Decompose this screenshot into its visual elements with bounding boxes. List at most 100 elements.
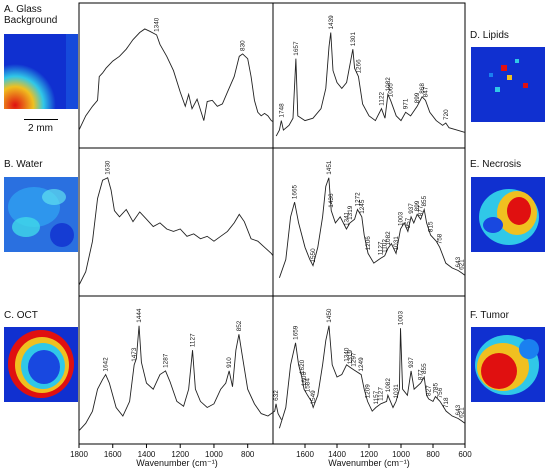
peak-label-a-right-1748: 1748	[278, 103, 285, 118]
peak-label-c-left-1642: 1642	[103, 357, 110, 372]
peak-label-c-left-852: 852	[236, 320, 243, 331]
glass-background-map	[4, 34, 78, 109]
peak-label-c-left-910: 910	[226, 357, 233, 368]
peak-label-c-right-1584: 1584	[305, 378, 312, 393]
peak-label-c-right-1209: 1209	[365, 384, 372, 399]
x-tick-label-left-1600: 1600	[104, 450, 122, 459]
peak-label-b-right-1206: 1206	[365, 236, 372, 251]
peak-label-b-right-643: 643	[455, 256, 462, 267]
spectrum-b-left	[78, 177, 274, 286]
peak-label-b-right-1550: 1550	[310, 248, 317, 263]
panel-e-title: E. Necrosis	[470, 159, 522, 170]
peak-label-b-right-1102: 1102	[382, 239, 389, 253]
peak-label-c-right-718: 718	[443, 397, 450, 408]
peak-label-c-right-855: 855	[421, 363, 428, 374]
peak-label-c-right-1127: 1127	[378, 387, 385, 401]
peak-label-b-right-957: 957	[405, 217, 412, 228]
peak-label-c-right-1031: 1031	[393, 384, 400, 399]
frame-b-right	[272, 147, 466, 297]
peak-label-a-right-1657: 1657	[293, 41, 300, 56]
peak-label-c-left-1287: 1287	[163, 353, 170, 368]
peak-label-b-right-621: 621	[459, 259, 466, 270]
peak-label-c-right-1249: 1249	[358, 357, 365, 372]
peak-label-a-right-1439: 1439	[328, 15, 335, 30]
oct-map	[4, 327, 78, 402]
tumor-map	[471, 327, 545, 402]
panel-c-title: C. OCT	[4, 310, 38, 321]
x-tick-label-left-800: 800	[241, 450, 255, 459]
panel-d-title: D. Lipids	[470, 30, 509, 41]
panel-f-title: F. Tumor	[470, 310, 509, 321]
peak-label-c-right-1319: 1319	[347, 350, 354, 365]
peak-label-c-right-785: 785	[432, 382, 439, 393]
x-tick-label-left-1400: 1400	[138, 450, 156, 459]
peak-label-c-right-1340: 1340	[344, 347, 351, 362]
peak-label-c-left-632: 632	[273, 390, 280, 401]
peak-label-b-right-937: 937	[408, 203, 415, 214]
x-tick-label-left-1000: 1000	[205, 450, 223, 459]
peak-label-c-right-621: 621	[459, 407, 466, 418]
panel-a-title: A. Glass Background	[4, 4, 57, 26]
peak-label-b-right-1082: 1082	[385, 231, 392, 246]
peak-label-c-right-1157: 1157	[373, 390, 380, 404]
spectrum-a-left	[78, 28, 274, 131]
peak-label-c-right-1450: 1450	[326, 308, 333, 323]
peak-label-b-left-1630: 1630	[105, 160, 112, 175]
x-tick-label-left-1800: 1800	[70, 450, 88, 459]
x-tick-label-right-1200: 1200	[360, 450, 378, 459]
peak-label-c-right-756: 756	[437, 387, 444, 398]
lipids-map	[471, 47, 545, 122]
peak-label-c-right-1082: 1082	[385, 378, 392, 393]
necrosis-map	[471, 177, 545, 252]
spectrum-c-left	[78, 325, 282, 431]
frame-a-right	[272, 2, 466, 149]
scale-bar-line	[24, 119, 58, 120]
peak-label-a-right-1266: 1266	[355, 59, 362, 74]
peak-label-c-left-1444: 1444	[136, 308, 143, 323]
peak-label-c-right-643: 643	[455, 404, 462, 415]
peak-label-a-right-847: 847	[422, 86, 429, 97]
peak-label-b-right-1003: 1003	[398, 211, 405, 226]
x-tick-label-right-1600: 1600	[296, 450, 314, 459]
peak-label-b-right-1436: 1436	[328, 193, 335, 208]
panel-a-title-line2: Background	[4, 15, 58, 26]
peak-label-a-right-720: 720	[443, 109, 450, 120]
peak-label-c-right-1659: 1659	[293, 325, 300, 340]
peak-label-c-right-1003: 1003	[398, 311, 405, 326]
peak-label-c-left-1127: 1127	[190, 333, 197, 347]
scale-bar-label: 2 mm	[28, 123, 53, 134]
peak-label-a-right-1065: 1065	[388, 83, 395, 98]
x-tick-label-right-1000: 1000	[392, 450, 410, 459]
peak-label-a-right-1082: 1082	[385, 77, 392, 92]
spectrum-a-right	[275, 32, 466, 137]
plot-frames	[78, 2, 466, 445]
peak-label-b-right-1031: 1031	[393, 236, 400, 251]
frame-a-left	[78, 2, 274, 149]
peak-label-b-right-1341: 1341	[343, 211, 350, 226]
spectrum-c-right	[278, 325, 466, 429]
peak-label-c-right-827: 827	[426, 385, 433, 396]
spectrum-traces	[78, 28, 466, 431]
x-tick-label-left-1200: 1200	[171, 450, 189, 459]
x-tick-label-right-1400: 1400	[328, 450, 346, 459]
x-axis-label-right: Wavenumber (cm⁻¹)	[328, 458, 409, 468]
peak-label-a-right-899: 899	[414, 92, 421, 103]
peak-label-a-right-1122: 1122	[378, 91, 385, 105]
peak-label-c-right-1606: 1606	[301, 372, 308, 387]
panel-a-title-line1: A. Glass	[4, 4, 42, 15]
peak-label-c-left-1473: 1473	[131, 347, 138, 362]
axis-ticks: 1800 1600 1400 1200 1000 800 1600 1400 1200 1000 8…	[70, 444, 472, 459]
peak-label-b-right-1245: 1245	[359, 199, 366, 214]
peak-label-b-right-1272: 1272	[354, 192, 361, 207]
peak-label-b-right-815: 815	[428, 221, 435, 232]
peak-label-a-left-830: 830	[240, 40, 247, 51]
peak-label-b-right-1451: 1451	[326, 160, 333, 175]
peak-label-a-right-1301: 1301	[350, 32, 357, 47]
peak-label-b-right-899: 899	[414, 200, 421, 211]
water-map	[4, 177, 78, 252]
peak-label-b-right-855: 855	[421, 195, 428, 206]
peak-label-b-right-758: 758	[437, 233, 444, 244]
peak-label-b-right-1319: 1319	[347, 205, 354, 220]
peak-label-c-right-1297: 1297	[350, 352, 357, 367]
